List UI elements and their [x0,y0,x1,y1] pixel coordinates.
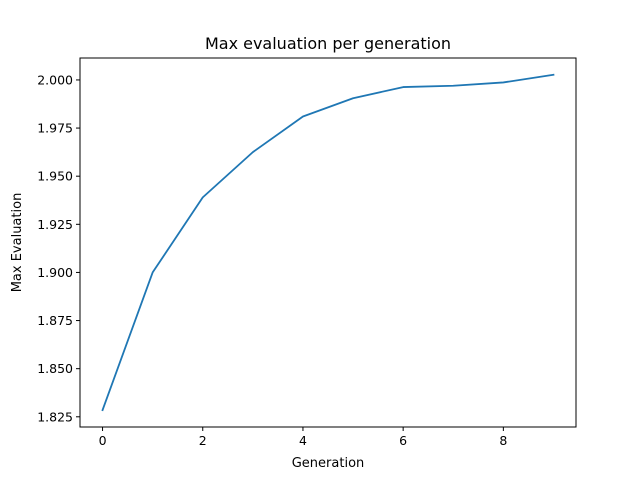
x-tick-label: 0 [99,433,107,448]
x-tick-label: 8 [499,433,507,448]
chart-title: Max evaluation per generation [205,34,451,53]
y-tick-label: 1.925 [37,217,73,232]
plot-frame [79,57,577,428]
x-axis: 0 2 4 6 8 [99,427,507,448]
y-tick-label: 1.950 [37,169,73,184]
y-tick-label: 1.875 [37,313,73,328]
y-tick-label: 1.850 [37,361,73,376]
y-tick-label: 1.975 [37,121,73,136]
y-tick-label: 1.825 [37,409,73,424]
y-axis: 1.825 1.850 1.875 1.900 1.925 1.950 1.975 2.000 [37,72,80,424]
x-tick-label: 4 [299,433,307,448]
x-axis-label: Generation [292,456,365,471]
plot-series [101,73,555,412]
y-axis-label: Max Evaluation [10,193,25,293]
x-tick-label: 6 [399,433,407,448]
series-line-0 [101,73,555,412]
y-tick-label: 2.000 [37,72,73,87]
x-tick-label: 2 [199,433,207,448]
y-tick-label: 1.900 [37,265,73,280]
